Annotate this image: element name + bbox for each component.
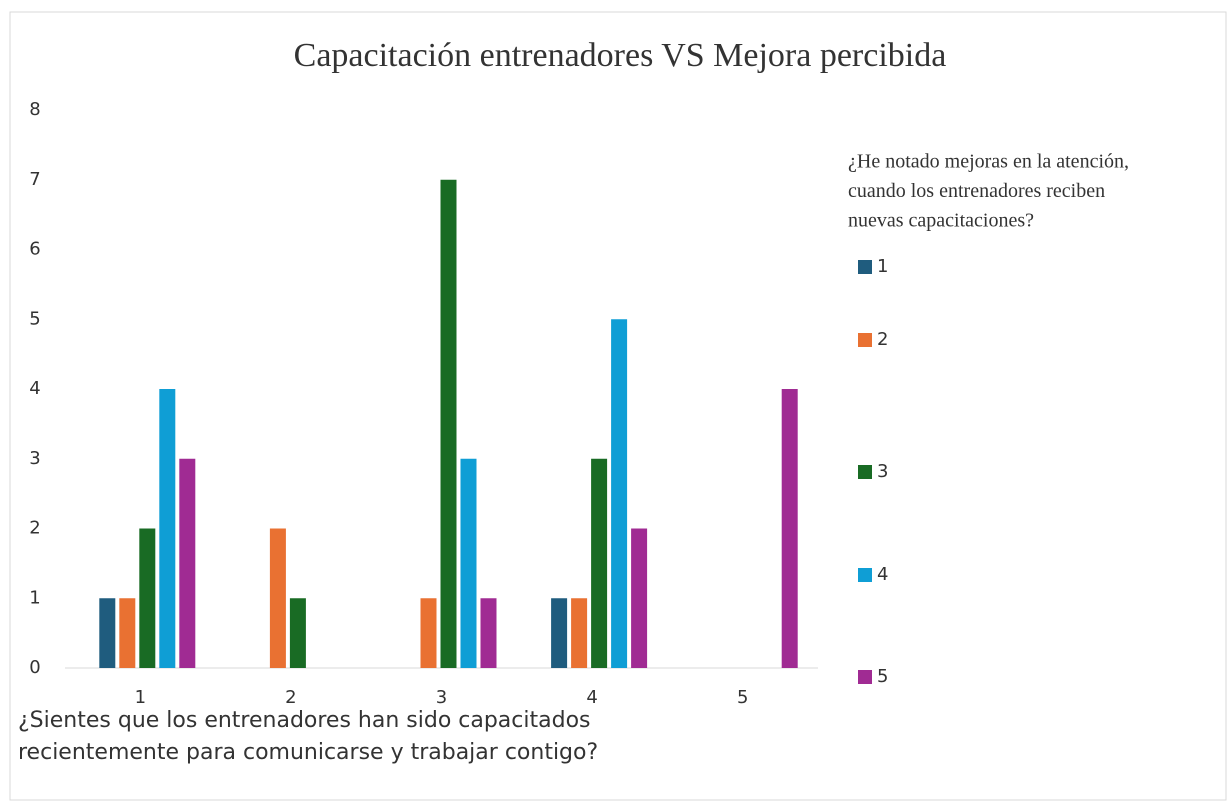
bar (631, 528, 648, 668)
legend-label: 1 (877, 256, 888, 277)
legend-label: 2 (877, 329, 888, 350)
legend-label: 4 (877, 564, 888, 585)
bar (179, 458, 196, 668)
x-tick-label: 2 (285, 687, 296, 708)
bar (139, 528, 156, 668)
x-tick-label: 1 (135, 687, 146, 708)
bar (571, 598, 588, 668)
bar (440, 179, 457, 668)
y-tick-label: 3 (29, 448, 40, 469)
legend-swatch (858, 260, 872, 274)
bar (159, 389, 176, 668)
bar (460, 458, 477, 668)
x-tick-label: 4 (586, 687, 597, 708)
bar (269, 528, 286, 668)
legend-title: ¿He notado mejoras en la atención, (848, 151, 1129, 173)
bar (119, 598, 136, 668)
y-tick-label: 7 (29, 169, 40, 190)
bar (551, 598, 568, 668)
bar (611, 319, 628, 668)
legend-label: 3 (877, 461, 888, 482)
chart-title: Capacitación entrenadores VS Mejora perc… (294, 37, 947, 74)
bar (289, 598, 306, 668)
bar (591, 458, 608, 668)
x-axis-title: recientemente para comunicarse y trabaja… (18, 740, 598, 765)
legend-label: 5 (877, 666, 888, 687)
legend-swatch (858, 333, 872, 347)
x-tick-label: 3 (436, 687, 447, 708)
bar (781, 389, 798, 668)
y-tick-label: 8 (29, 99, 40, 120)
x-axis-title: ¿Sientes que los entrenadores han sido c… (18, 708, 591, 733)
legend-swatch (858, 568, 872, 582)
y-tick-label: 1 (29, 587, 40, 608)
y-tick-label: 4 (29, 378, 40, 399)
legend-title: nuevas capacitaciones? (848, 210, 1034, 232)
bar (99, 598, 116, 668)
legend-swatch (858, 670, 872, 684)
x-tick-label: 5 (737, 687, 748, 708)
y-tick-label: 2 (29, 518, 40, 539)
legend-swatch (858, 465, 872, 479)
y-tick-label: 0 (29, 657, 40, 678)
legend-title: cuando los entrenadores reciben (848, 180, 1105, 202)
bar (420, 598, 437, 668)
y-tick-label: 5 (29, 308, 40, 329)
y-tick-label: 6 (29, 239, 40, 260)
bar (480, 598, 497, 668)
